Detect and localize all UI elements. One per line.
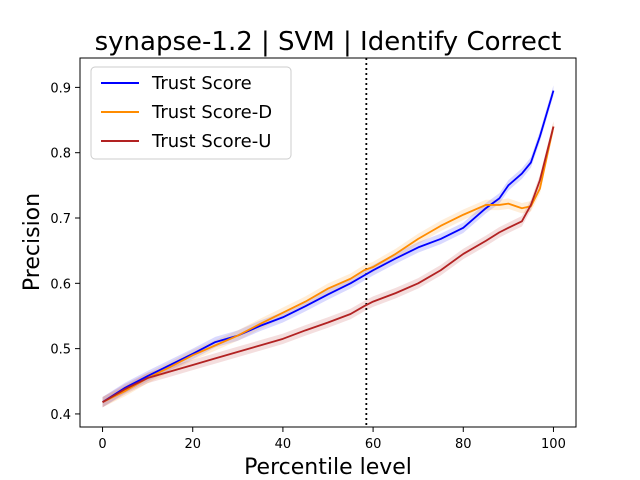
y-tick-label: 0.6	[50, 277, 71, 292]
x-axis-label: Percentile level	[244, 455, 412, 480]
legend-box	[90, 66, 292, 160]
x-tick-label: 20	[184, 437, 201, 452]
series-line-1	[102, 126, 555, 403]
plot-frame	[79, 57, 577, 428]
y-tick-label: 0.7	[50, 212, 71, 227]
y-tick-label: 0.9	[50, 81, 71, 96]
plot-area	[102, 58, 555, 427]
x-tick-label: 80	[455, 437, 472, 452]
x-tick-label: 40	[275, 437, 292, 452]
x-tick-label: 60	[365, 437, 382, 452]
legend-label-1: Trust Score-D	[151, 102, 272, 123]
axis-ticks: 0 20 40 60 80 100 0.4 0.5 0.6 0.7 0.8 0.9	[50, 81, 566, 452]
y-tick-label: 0.4	[50, 408, 71, 423]
series-line-2	[102, 126, 555, 403]
y-axis-label: Precision	[20, 193, 45, 291]
y-tick-label: 0.5	[50, 343, 71, 358]
legend-label-0: Trust Score	[151, 73, 252, 94]
x-tick-label: 100	[541, 437, 566, 452]
legend: Trust Score Trust Score-D Trust Score-U	[90, 66, 292, 160]
legend-label-2: Trust Score-U	[151, 131, 271, 152]
y-tick-label: 0.8	[50, 147, 71, 162]
series-line-0	[102, 90, 555, 403]
x-tick-label: 0	[98, 437, 106, 452]
chart-title: synapse-1.2 | SVM | Identify Correct	[95, 27, 562, 57]
